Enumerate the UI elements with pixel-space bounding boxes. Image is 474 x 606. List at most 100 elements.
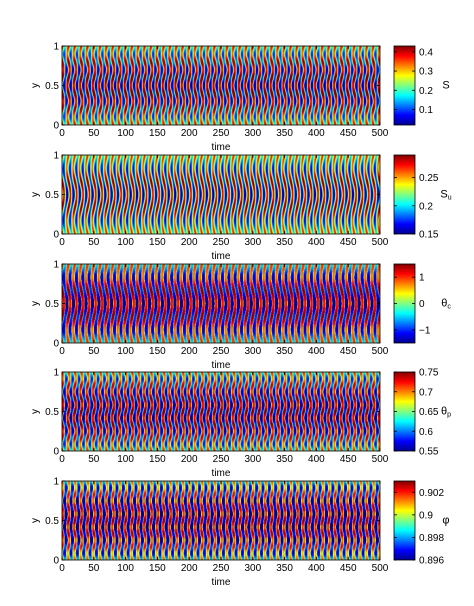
- y-tick-label: 0.5: [45, 190, 59, 201]
- x-axis-label: time: [212, 251, 231, 262]
- y-tick-label: 1: [53, 477, 59, 488]
- x-tick-label: 50: [88, 237, 100, 248]
- colorbar-tick-label: 0.6: [419, 427, 433, 438]
- x-tick-label: 300: [244, 563, 261, 574]
- x-tick-label: 300: [244, 454, 261, 465]
- y-tick-label: 0: [53, 556, 59, 567]
- x-tick-label: 250: [213, 346, 230, 357]
- x-tick-label: 250: [213, 128, 230, 139]
- colorbar-label: θc: [441, 297, 451, 310]
- heatmap-image: [62, 481, 380, 560]
- x-tick-label: 300: [244, 128, 261, 139]
- x-tick-label: 100: [117, 563, 134, 574]
- colorbar: [393, 45, 416, 126]
- x-tick-label: 400: [308, 346, 325, 357]
- colorbar-tick-label: −1: [419, 325, 431, 336]
- colorbar-label: Su: [440, 188, 451, 201]
- x-tick-label: 50: [88, 454, 100, 465]
- x-tick-label: 200: [181, 346, 198, 357]
- colorbar-tick-label: 0.25: [419, 173, 439, 184]
- y-ticks: 00.51: [45, 260, 380, 350]
- y-ticks: 00.51: [45, 368, 380, 458]
- x-ticks: 0 50 100 150 200 250 300 350 400 450 500: [59, 46, 389, 139]
- colorbar-tick-label: 0.75: [419, 368, 439, 379]
- x-tick-label: 0: [59, 346, 65, 357]
- x-tick-label: 500: [372, 346, 389, 357]
- colorbar-ticks: 0.15 0.2 0.25: [394, 173, 439, 241]
- x-tick-label: 350: [276, 563, 293, 574]
- y-tick-label: 0.5: [45, 81, 59, 92]
- colorbar-tick-label: 0.65: [419, 407, 439, 418]
- colorbar-tick-label: 0.9: [419, 510, 433, 521]
- panel-2: 0 50 100 150 200 250 300 350 400 450 500 00.51 tim…: [30, 151, 452, 263]
- colorbar-tick-label: 1: [419, 273, 425, 284]
- y-tick-label: 1: [53, 151, 59, 162]
- x-tick-label: 450: [340, 563, 357, 574]
- y-tick-label: 0.5: [45, 299, 59, 310]
- x-tick-label: 50: [88, 128, 100, 139]
- colorbar-tick-label: 0.4: [419, 47, 433, 58]
- colorbar-ticks: 0.896 0.898 0.9 0.902: [394, 488, 444, 567]
- x-tick-label: 0: [59, 563, 65, 574]
- x-tick-label: 450: [340, 128, 357, 139]
- colorbar-label: S: [442, 79, 449, 91]
- x-tick-label: 350: [276, 128, 293, 139]
- x-tick-label: 500: [372, 128, 389, 139]
- y-axis-label: y: [30, 83, 41, 88]
- x-tick-label: 0: [59, 454, 65, 465]
- colorbar-tick-label: 0.898: [419, 533, 444, 544]
- x-tick-label: 400: [308, 454, 325, 465]
- x-tick-label: 250: [213, 454, 230, 465]
- x-tick-label: 0: [59, 128, 65, 139]
- x-tick-label: 150: [149, 563, 166, 574]
- y-tick-label: 1: [53, 42, 59, 53]
- x-tick-label: 100: [117, 128, 134, 139]
- colorbar-tick-label: 0.902: [419, 488, 444, 499]
- heatmap-image: [62, 46, 380, 125]
- colorbar: [393, 263, 416, 344]
- heatmap-image: [62, 155, 380, 234]
- x-tick-label: 200: [181, 237, 198, 248]
- x-axis-label: time: [212, 577, 231, 588]
- colorbar-tick-label: 0.2: [419, 86, 433, 97]
- x-tick-label: 50: [88, 563, 100, 574]
- x-axis-label: time: [212, 360, 231, 371]
- colorbar-tick-label: 0.3: [419, 67, 433, 78]
- y-tick-label: 1: [53, 368, 59, 379]
- x-tick-label: 100: [117, 346, 134, 357]
- y-tick-label: 0: [53, 447, 59, 458]
- y-tick-label: 0: [53, 121, 59, 132]
- x-tick-label: 400: [308, 128, 325, 139]
- colorbar-tick-label: 0.55: [419, 447, 439, 458]
- x-tick-label: 350: [276, 346, 293, 357]
- colorbar-tick-label: 0.2: [419, 201, 433, 212]
- panel-5: 0 50 100 150 200 250 300 350 400 450 500 00.51 tim…: [30, 477, 450, 589]
- x-ticks: 0 50 100 150 200 250 300 350 400 450 500: [59, 155, 389, 248]
- y-ticks: 00.51: [45, 42, 380, 132]
- x-tick-label: 200: [181, 128, 198, 139]
- colorbar: [393, 480, 416, 561]
- x-tick-label: 100: [117, 237, 134, 248]
- x-tick-label: 150: [149, 454, 166, 465]
- x-tick-label: 100: [117, 454, 134, 465]
- colorbar-ticks: −1 0 1: [394, 273, 431, 336]
- y-tick-label: 0: [53, 230, 59, 241]
- y-axis-label: y: [30, 518, 41, 523]
- heatmap-image: [62, 264, 380, 343]
- x-ticks: 0 50 100 150 200 250 300 350 400 450 500: [59, 481, 389, 574]
- y-tick-label: 0.5: [45, 407, 59, 418]
- x-tick-label: 450: [340, 454, 357, 465]
- y-tick-label: 0: [53, 339, 59, 350]
- colorbar-ticks: 0.1 0.2 0.3 0.4: [394, 47, 433, 116]
- x-tick-label: 300: [244, 237, 261, 248]
- y-tick-label: 1: [53, 260, 59, 271]
- x-tick-label: 300: [244, 346, 261, 357]
- y-tick-label: 0.5: [45, 516, 59, 527]
- colorbar: [393, 371, 416, 452]
- colorbar-ticks: 0.55 0.6 0.65 0.7 0.75: [394, 368, 439, 458]
- x-tick-label: 150: [149, 237, 166, 248]
- x-tick-label: 500: [372, 237, 389, 248]
- colorbar-tick-label: 0.7: [419, 387, 433, 398]
- panel-1: 0 50 100 150 200 250 300 350 400 450 500 00.51 tim…: [30, 42, 450, 154]
- panel-3: 0 50 100 150 200 250 300 350 400 450 500 00.51 tim…: [30, 260, 451, 372]
